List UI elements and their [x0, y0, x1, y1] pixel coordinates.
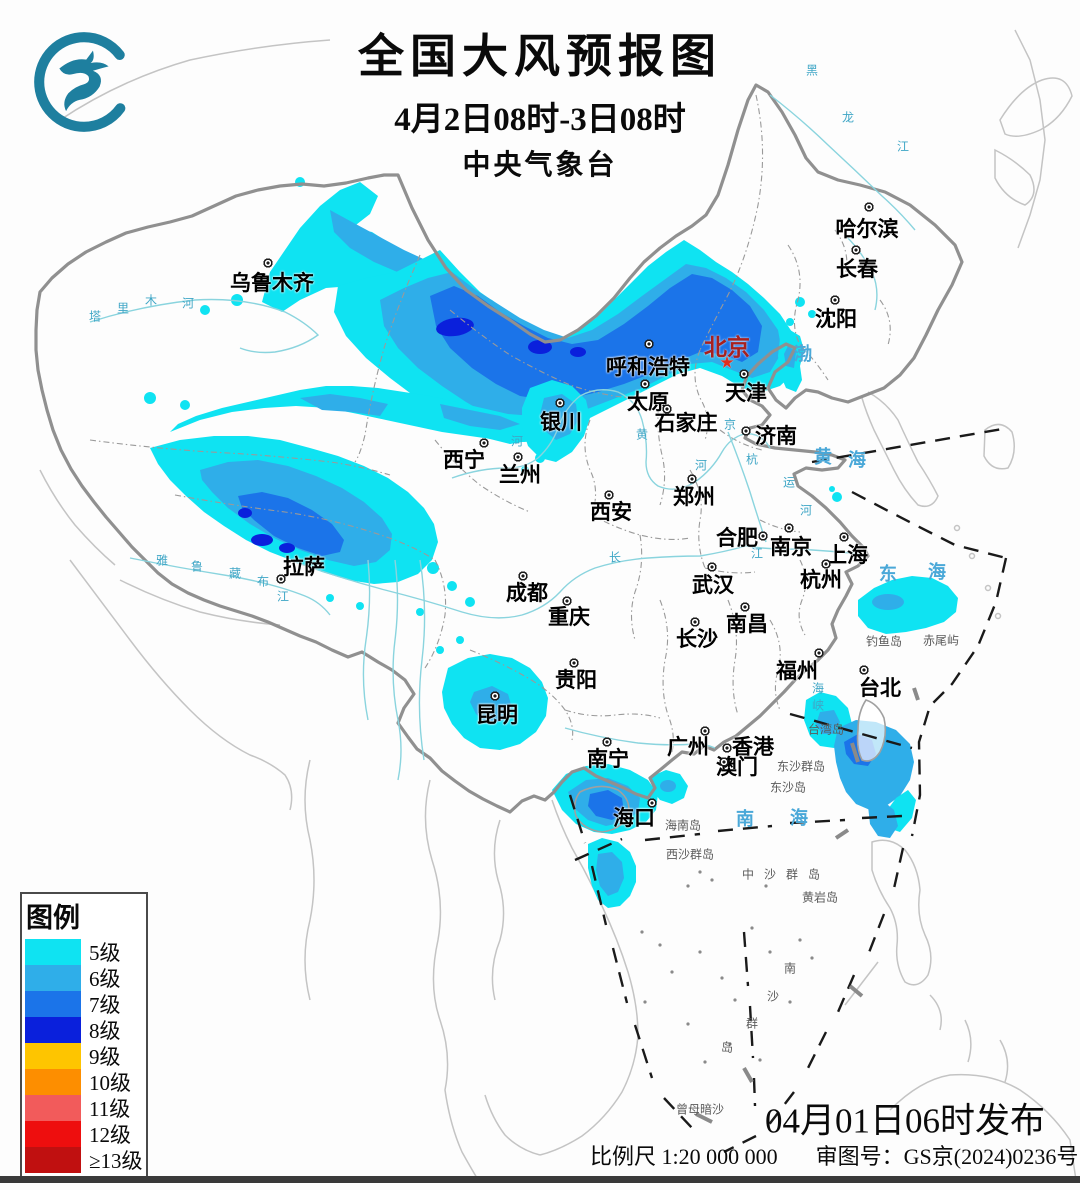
legend-item: 6级	[22, 965, 146, 991]
legend-label: 8级	[89, 1019, 121, 1043]
legend-swatch	[25, 991, 81, 1017]
scale-label: 比例尺 1:20 000 000	[590, 1144, 778, 1169]
city-marker-dot	[784, 523, 794, 533]
legend-swatch	[25, 1121, 81, 1147]
city-marker-dot	[555, 398, 565, 408]
city-marker-dot	[830, 295, 840, 305]
city-marker-dot	[722, 743, 732, 753]
city-marker-dot	[647, 798, 657, 808]
province-boundaries	[89, 94, 891, 753]
legend-item: 11级	[22, 1095, 146, 1121]
legend-item: 10级	[22, 1069, 146, 1095]
city-marker-dot	[839, 532, 849, 542]
city-marker-dot	[604, 490, 614, 500]
bottom-edge-bar	[0, 1176, 1080, 1183]
legend-swatch	[25, 1095, 81, 1121]
legend-item: 8级	[22, 1017, 146, 1043]
city-marker-dot	[276, 574, 286, 584]
legend-item: ≥13级	[22, 1147, 146, 1173]
legend-item: 12级	[22, 1121, 146, 1147]
issue-time: 04月01日06时发布	[764, 1101, 1046, 1141]
city-marker-dot	[859, 665, 869, 675]
foreign-outlines	[39, 29, 1077, 1183]
city-marker-dot	[562, 596, 572, 606]
city-marker-dot	[687, 474, 697, 484]
cma-dragon-logo	[34, 32, 134, 132]
approval-number: 审图号：GS京(2024)0236号	[815, 1144, 1079, 1169]
city-marker-dot	[518, 571, 528, 581]
city-marker-dot	[662, 404, 672, 414]
legend-swatch	[25, 939, 81, 965]
reef-specks	[640, 870, 814, 1064]
rivers	[89, 94, 916, 781]
city-marker-dot	[719, 757, 729, 767]
city-marker-dot	[700, 726, 710, 736]
city-marker-dot	[814, 648, 824, 658]
legend-item: 9级	[22, 1043, 146, 1069]
city-marker-dot	[644, 339, 654, 349]
legend-label: 7级	[89, 993, 121, 1017]
legend-label: 5级	[89, 941, 121, 965]
city-marker-dot	[758, 531, 768, 541]
city-marker-dot	[569, 658, 579, 668]
city-marker-dot	[864, 202, 874, 212]
city-marker-dot	[602, 737, 612, 747]
city-marker-dot	[513, 452, 523, 462]
city-marker-dot	[479, 438, 489, 448]
legend-box: 图例 5级 6级 7级 8级 9级 10级 11级 12级 ≥13级	[20, 892, 148, 1178]
legend-swatch	[25, 1069, 81, 1095]
wind-patches	[144, 177, 958, 908]
legend-item: 5级	[22, 939, 146, 965]
city-marker-dot	[739, 369, 749, 379]
city-marker-dot	[707, 562, 717, 572]
legend-label: 12级	[89, 1123, 131, 1147]
city-marker-dot	[741, 426, 751, 436]
china-national-border	[34, 83, 964, 814]
legend-swatch	[25, 1017, 81, 1043]
legend-label: 6级	[89, 967, 121, 991]
legend-items: 5级 6级 7级 8级 9级 10级 11级 12级 ≥13级	[22, 939, 146, 1173]
legend-title: 图例	[26, 903, 80, 933]
map-meta-line: 比例尺 1:20 000 000 审图号：GS京(2024)0236号	[590, 1139, 1080, 1171]
island-bars	[695, 687, 920, 1124]
legend-label: 11级	[89, 1097, 131, 1121]
maritime-dashed-lines	[568, 426, 1009, 1154]
city-marker-dot	[490, 691, 500, 701]
legend-swatch	[25, 1043, 81, 1069]
city-marker-dot	[851, 245, 861, 255]
legend-swatch	[25, 965, 81, 991]
city-marker-dot	[821, 559, 831, 569]
legend-swatch	[25, 1147, 81, 1173]
city-marker-dot	[263, 258, 273, 268]
legend-item: 7级	[22, 991, 146, 1017]
legend-label: 9级	[89, 1045, 121, 1069]
city-marker-dot	[690, 617, 700, 627]
legend-label: 10级	[89, 1071, 131, 1095]
islands	[573, 699, 887, 833]
city-marker-dot	[640, 379, 650, 389]
city-marker-dot	[740, 602, 750, 612]
legend-label: ≥13级	[89, 1149, 143, 1173]
